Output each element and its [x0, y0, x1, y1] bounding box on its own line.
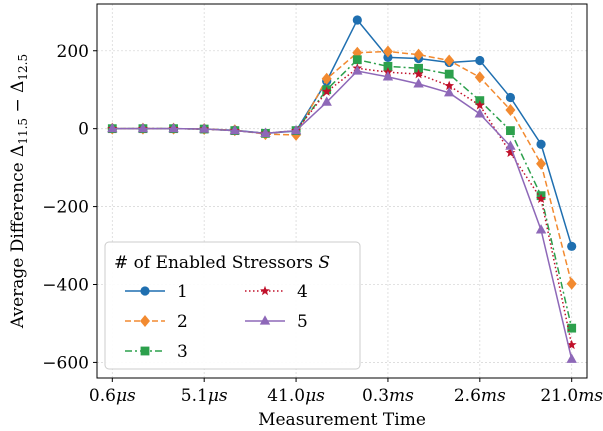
data-point	[168, 122, 179, 133]
legend-label: 1	[177, 282, 188, 302]
x-axis: 0.6μs 5.1μs 41.0μs 0.3ms 2.6ms 21.0ms	[89, 378, 603, 406]
x-tick-label: 0.3ms	[362, 386, 414, 406]
y-tick-label: 0	[78, 120, 89, 140]
data-point	[321, 86, 332, 96]
legend-label: 4	[297, 282, 308, 302]
data-point	[352, 65, 363, 75]
y-axis-label: Average Difference Δ11.5 − Δ12.5	[8, 54, 30, 329]
y-axis: 200 0 −200 −400 −600	[42, 42, 97, 373]
data-point	[566, 277, 577, 290]
legend-marker	[140, 286, 150, 296]
data-point	[505, 92, 516, 103]
x-axis-label: Measurement Time	[258, 410, 426, 430]
data-point	[229, 124, 241, 135]
series-line	[112, 18, 573, 247]
legend-marker	[140, 346, 150, 356]
data-point	[443, 87, 455, 97]
data-point	[444, 54, 455, 67]
data-point	[506, 126, 515, 136]
y-tick-label: 200	[57, 42, 89, 62]
data-point	[413, 48, 424, 61]
data-point	[352, 55, 362, 65]
data-point	[567, 241, 577, 251]
data-point	[505, 140, 516, 150]
series-layer	[107, 15, 577, 363]
legend-marker	[260, 285, 270, 296]
legend-box	[104, 241, 361, 370]
legend-label: 3	[177, 342, 188, 362]
x-tick-label: 0.6μs	[89, 386, 136, 406]
legend-entry-3: 3	[125, 342, 188, 362]
data-point	[474, 100, 485, 110]
data-point	[505, 103, 516, 116]
x-tick-label: 41.0μs	[267, 386, 325, 406]
data-point	[413, 68, 424, 79]
data-point	[444, 69, 454, 79]
data-point	[536, 193, 547, 203]
data-point	[260, 127, 271, 137]
data-point	[444, 80, 455, 91]
legend-marker	[259, 315, 271, 325]
data-point	[137, 122, 149, 133]
data-point	[352, 15, 362, 25]
data-point	[536, 139, 546, 149]
data-point	[505, 147, 516, 158]
data-point	[321, 96, 332, 106]
data-point	[566, 339, 577, 350]
legend-entries: 1 2 3 4 5	[125, 282, 308, 362]
legend-marker	[140, 315, 150, 327]
data-point	[474, 71, 485, 84]
y-tick-label: −400	[42, 276, 89, 296]
legend-entry-4: 4	[245, 282, 308, 302]
data-point	[474, 108, 486, 118]
legend-label: 2	[177, 312, 188, 332]
legend-entry-5: 5	[245, 312, 308, 332]
x-tick-label: 2.6ms	[454, 386, 506, 406]
data-point	[566, 353, 577, 363]
legend-title: # of Enabled Stressors S	[114, 253, 330, 273]
x-tick-label: 21.0ms	[540, 386, 603, 406]
y-tick-label: −600	[42, 353, 89, 373]
series-5	[107, 65, 577, 363]
data-point	[536, 157, 547, 170]
x-tick-label: 5.1μs	[181, 386, 228, 406]
data-point	[414, 63, 423, 73]
legend-entry-1: 1	[125, 282, 188, 302]
legend-label: 5	[297, 312, 308, 332]
legend-entry-2: 2	[125, 312, 188, 332]
data-point	[535, 224, 547, 234]
data-point	[290, 124, 302, 135]
data-point	[382, 45, 393, 58]
data-point	[567, 323, 577, 333]
data-point	[198, 123, 210, 133]
y-tick-label: −200	[42, 198, 89, 218]
plot-frame	[96, 3, 588, 379]
data-point	[321, 72, 332, 85]
series-line	[112, 70, 573, 360]
data-point	[382, 71, 394, 81]
legend: # of Enabled Stressors S 1 2 3 4 5	[104, 241, 361, 370]
data-point	[475, 55, 485, 66]
data-point	[383, 61, 393, 71]
data-point	[413, 78, 424, 88]
data-point	[107, 122, 118, 133]
